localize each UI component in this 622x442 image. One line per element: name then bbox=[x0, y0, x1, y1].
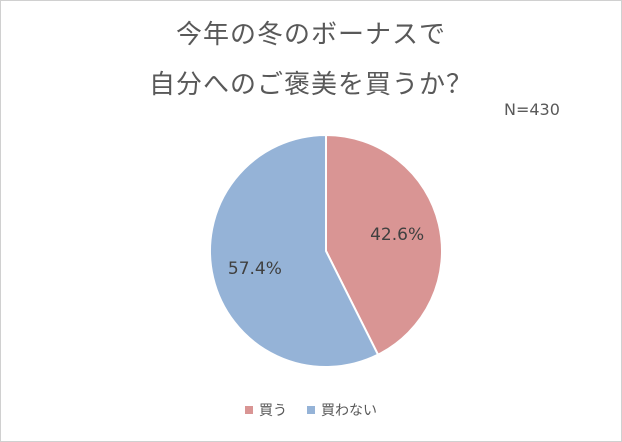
legend-item-not-buy: 買わない bbox=[307, 400, 377, 420]
chart-title-line-2: 自分へのご褒美を買うか？ bbox=[148, 70, 473, 100]
sample-size-note: N=430 bbox=[504, 100, 560, 119]
pie-slice-not-buy bbox=[209, 133, 380, 368]
legend-label-not-buy: 買わない bbox=[321, 403, 377, 419]
legend-swatch-buy bbox=[245, 406, 253, 414]
legend-swatch-not-buy bbox=[307, 406, 315, 414]
legend-label-buy: 買う bbox=[259, 403, 287, 419]
chart-title-line-1: 今年の冬のボーナスで bbox=[175, 20, 446, 50]
legend-item-buy: 買う bbox=[245, 400, 287, 420]
legend: 買う 買わない bbox=[0, 400, 622, 420]
data-label-buy: 42.6% bbox=[370, 225, 424, 245]
data-label-not-buy: 57.4% bbox=[228, 259, 282, 279]
pie-slice-buy bbox=[325, 133, 443, 357]
